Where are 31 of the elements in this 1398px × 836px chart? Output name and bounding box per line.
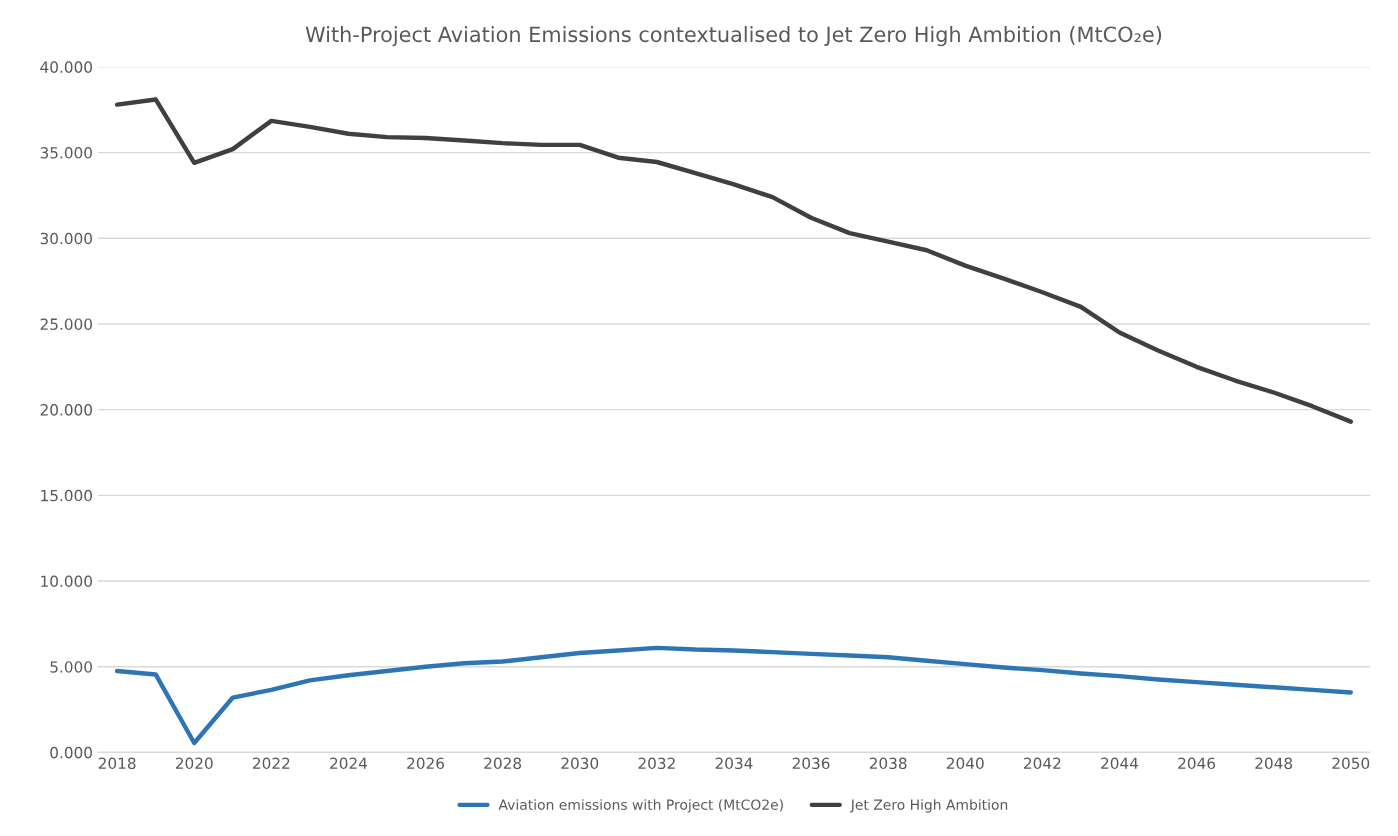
x-tick-label: 2044: [1101, 757, 1139, 770]
x-tick-label: 2048: [1255, 757, 1293, 770]
x-tick-label: 2028: [484, 757, 522, 770]
x-tick-label: 2034: [715, 757, 753, 770]
x-tick-label: 2038: [869, 757, 907, 770]
x-tick-label: 2036: [792, 757, 830, 770]
y-tick-label: 15.000: [41, 489, 92, 502]
x-tick-label: 2032: [638, 757, 675, 770]
chart-title: With-Project Aviation Emissions contextualised to Jet Zero High Ambition (MtCO₂e): [305, 26, 1162, 47]
y-tick-label: 40.000: [40, 61, 92, 73]
legend-label: Jet Zero High Ambition: [850, 799, 1008, 813]
x-tick-label: 2050: [1332, 757, 1370, 770]
x-tick-label: 2046: [1178, 757, 1216, 770]
legend-label: Aviation emissions with Project (MtCO2e): [498, 799, 783, 813]
x-tick-label: 2022: [253, 757, 290, 770]
y-tick-label: 5.000: [50, 661, 92, 673]
x-tick-label: 2020: [175, 757, 213, 770]
y-tick-label: 25.000: [40, 318, 92, 330]
x-tick-label: 2042: [1024, 757, 1061, 770]
y-tick-label: 20.000: [40, 404, 92, 416]
x-tick-label: 2030: [561, 757, 599, 770]
x-tick-label: 2026: [407, 757, 445, 770]
x-tick-label: 2018: [98, 757, 136, 770]
x-tick-label: 2024: [330, 757, 368, 770]
x-tick-label: 2040: [946, 757, 984, 770]
line-series: [114, 645, 1353, 746]
y-tick-label: 35.000: [40, 147, 92, 159]
y-tick-label: 30.000: [40, 232, 92, 245]
line-series: [114, 97, 1353, 424]
y-tick-label: 0.000: [50, 746, 92, 759]
y-tick-label: 10.000: [41, 575, 92, 588]
